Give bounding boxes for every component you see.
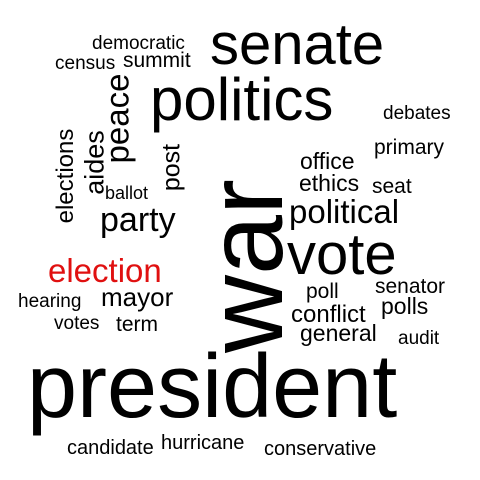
word-debates: debates (383, 103, 451, 124)
word-office: office (300, 148, 355, 174)
word-vote: vote (287, 222, 397, 287)
word-conflict: conflict (291, 301, 366, 328)
word-ethics: ethics (299, 170, 360, 196)
word-audit: audit (398, 328, 440, 349)
word-hearing: hearing (18, 291, 82, 312)
word-general: general (300, 320, 377, 346)
word-war: war (184, 178, 305, 354)
word-mayor: mayor (101, 282, 174, 312)
word-primary: primary (374, 136, 445, 159)
word-elections: elections (52, 128, 79, 224)
word-senator: senator (375, 275, 446, 298)
word-seat: seat (372, 175, 412, 198)
word-election: election (48, 252, 162, 289)
word-conservative: conservative (264, 438, 377, 460)
word-political: political (289, 193, 400, 230)
word-post: post (157, 143, 186, 192)
word-summit: summit (123, 49, 191, 72)
word-hurricane: hurricane (161, 432, 245, 454)
word-president: president (27, 337, 398, 437)
word-polls: polls (381, 293, 429, 319)
word-politics: politics (150, 66, 334, 133)
word-democratic: democratic (92, 33, 185, 54)
word-candidate: candidate (67, 437, 154, 459)
word-ballot: ballot (105, 183, 149, 203)
word-votes: votes (54, 313, 100, 334)
word-senate: senate (210, 12, 385, 77)
word-aides: aides (79, 130, 110, 195)
word-poll: poll (306, 280, 339, 303)
word-party: party (100, 201, 176, 239)
word-term: term (116, 313, 158, 336)
word-census: census (55, 53, 116, 74)
